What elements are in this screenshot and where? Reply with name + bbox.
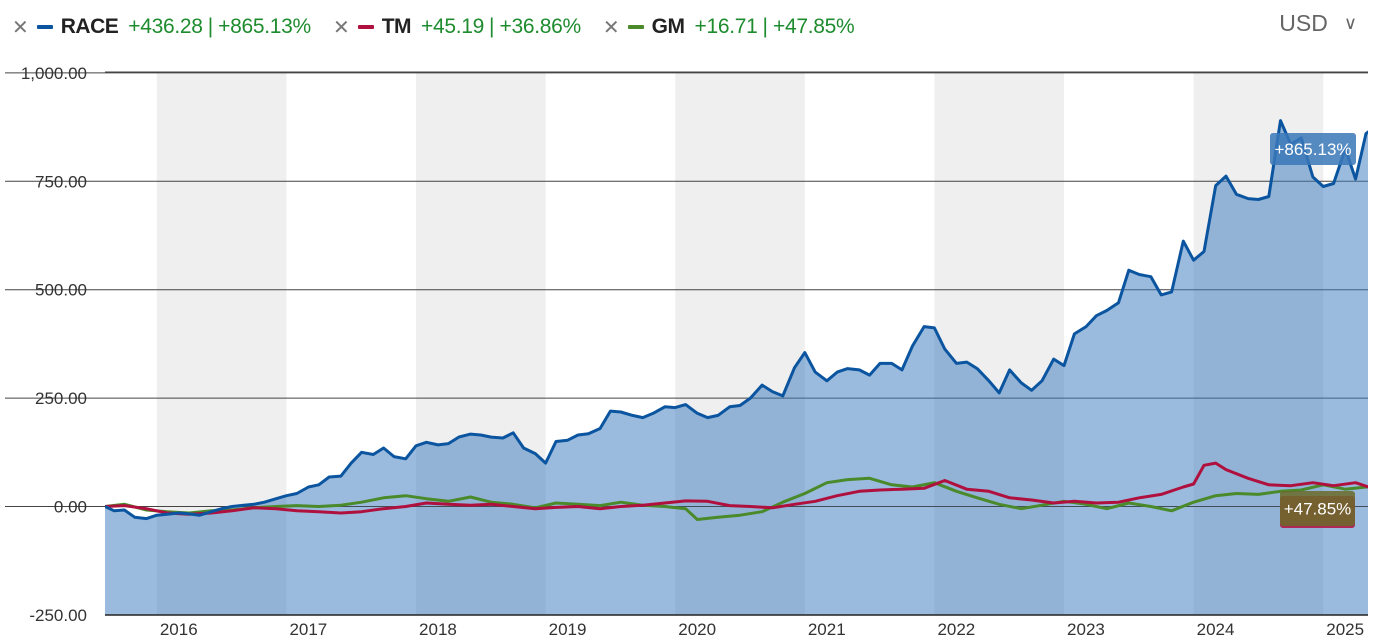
legend-item-tm: ✕ TM +45.19 | +36.86% — [333, 15, 581, 39]
series-line-gm — [105, 476, 1368, 521]
x-tick-label: 2016 — [160, 620, 198, 639]
x-tick-label: 2024 — [1197, 620, 1235, 639]
remove-gm-icon[interactable]: ✕ — [602, 15, 620, 39]
x-tick-label: 2020 — [678, 620, 716, 639]
legend-item-race: ✕ RACE +436.28 | +865.13% — [12, 15, 311, 39]
legend-abs-race: +436.28 — [128, 15, 203, 38]
end-label-box-gm — [1280, 491, 1355, 526]
y-tick-label: 750.00 — [35, 172, 87, 191]
x-tick-label: 2025 — [1326, 620, 1364, 639]
y-tick-label: 1,000.00 — [21, 64, 87, 83]
x-tick-label: 2021 — [808, 620, 846, 639]
end-label-box-race — [1270, 133, 1356, 165]
x-tick-label: 2023 — [1067, 620, 1105, 639]
y-tick-label: -250.00 — [29, 606, 87, 625]
legend-pct-race: +865.13% — [218, 15, 311, 38]
series-lines-group — [105, 119, 1368, 521]
legend-ticker-tm: TM — [381, 15, 412, 38]
legend-ticker-race: RACE — [60, 15, 119, 38]
series-line-race — [105, 119, 1368, 521]
remove-race-icon[interactable]: ✕ — [12, 15, 29, 39]
x-tick-label: 2018 — [419, 620, 457, 639]
x-tick-label: 2017 — [289, 620, 327, 639]
legend-separator: | — [489, 15, 495, 38]
y-tick-label: 500.00 — [35, 281, 87, 300]
end-label-race: +865.13% — [1274, 140, 1351, 159]
series-line-tm — [105, 461, 1368, 516]
y-tick-label: 0.00 — [54, 498, 87, 517]
series-area-race — [105, 120, 1368, 615]
gm-swatch — [627, 25, 644, 29]
race-swatch — [36, 25, 53, 29]
x-tick-label: 2019 — [549, 620, 587, 639]
end-label-gm: +47.85% — [1284, 500, 1352, 519]
series-group — [105, 120, 1368, 615]
remove-tm-icon[interactable]: ✕ — [332, 15, 350, 39]
legend-separator: | — [207, 15, 214, 38]
legend-abs-tm: +45.19 — [421, 15, 485, 38]
currency-label: USD — [1279, 10, 1328, 36]
x-tick-label: 2022 — [937, 620, 975, 639]
tm-swatch — [357, 25, 374, 29]
legend-ticker-gm: GM — [651, 15, 685, 38]
legend-pct-gm: +47.85% — [772, 15, 855, 38]
currency-selector[interactable]: USD ∨ — [1279, 10, 1357, 37]
legend-pct-tm: +36.86% — [499, 15, 582, 38]
chevron-down-icon: ∨ — [1343, 13, 1357, 34]
y-tick-label: 250.00 — [35, 389, 87, 408]
legend: ✕ RACE +436.28 | +865.13% ✕ TM +45.19 | … — [12, 12, 876, 42]
legend-abs-gm: +16.71 — [694, 15, 758, 38]
legend-separator: | — [762, 15, 768, 38]
legend-item-gm: ✕ GM +16.71 | +47.85% — [602, 15, 855, 39]
